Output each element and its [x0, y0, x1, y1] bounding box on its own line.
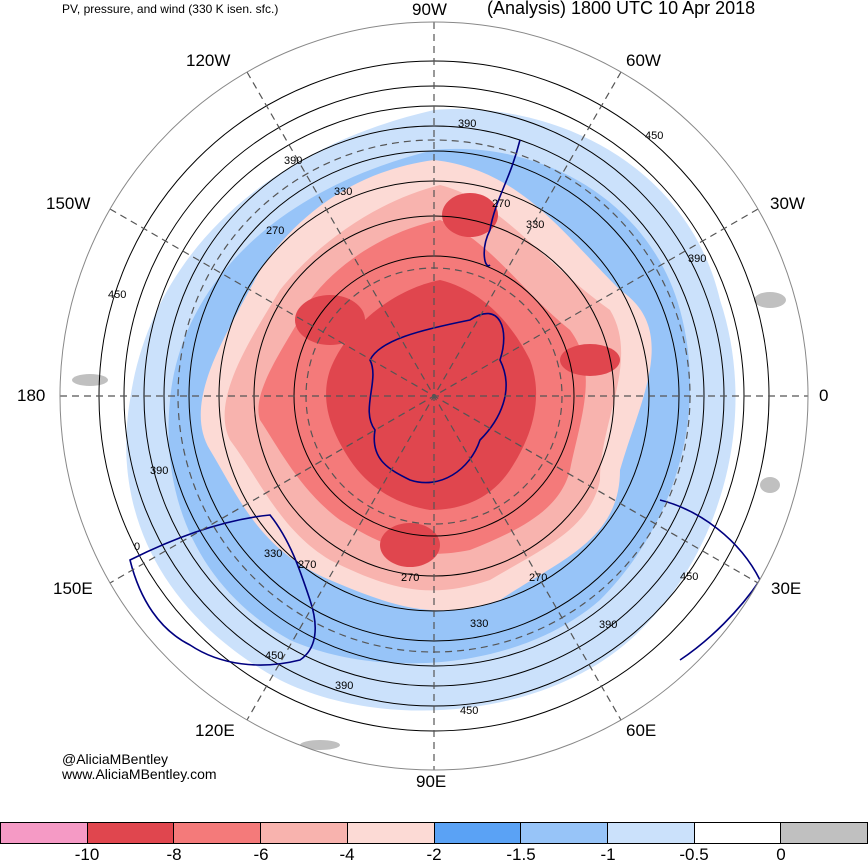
- contour-label: 390: [458, 118, 476, 130]
- pv-deep-red-west: [295, 295, 365, 345]
- pv-deep-red-east: [560, 344, 620, 376]
- contour-label: 270: [529, 572, 547, 584]
- lon-label-60w: 60W: [626, 51, 661, 70]
- contour-label: 450: [460, 705, 478, 717]
- map-valid-time: (Analysis) 1800 UTC 10 Apr 2018: [487, 0, 756, 18]
- meridian: [109, 208, 759, 584]
- pv-deep-red: [326, 280, 537, 510]
- colorbar-cell: [86, 822, 175, 844]
- lon-label-30w: 30W: [770, 194, 805, 213]
- colorbar-cell: [433, 822, 522, 844]
- lon-label-180: 180: [17, 386, 46, 405]
- colorbar-tick: -4: [339, 845, 355, 864]
- lon-label-120w: 120W: [186, 51, 231, 70]
- credit-handle: @AliciaMBentley: [62, 751, 169, 767]
- colorbar-cell: [606, 822, 695, 844]
- antarctica-coast: [368, 312, 507, 484]
- south-america-coast: [483, 139, 521, 267]
- lon-label-30e: 30E: [771, 579, 802, 598]
- isobar: [163, 125, 705, 667]
- colorbar-tick: -1: [600, 845, 616, 864]
- colorbar-cell: [173, 822, 262, 844]
- lon-label-150e: 150E: [53, 579, 93, 598]
- colorbar-tick: -8: [166, 845, 182, 864]
- colorbar-cell: [693, 822, 782, 844]
- pv-gray-patch: [72, 374, 108, 386]
- pv-gray-patch: [300, 740, 340, 750]
- lon-label-150w: 150W: [46, 194, 91, 213]
- credit-website: www.AliciaMBentley.com: [62, 766, 217, 782]
- contour-label: 330: [334, 186, 352, 198]
- contour-label: 450: [108, 289, 126, 301]
- contour-label: 450: [680, 571, 698, 583]
- australia-coast: [129, 514, 316, 666]
- colorbar-cell: [780, 822, 868, 844]
- map-border: [59, 21, 809, 771]
- pv-gray-patch: [760, 477, 780, 493]
- contour-label: 330: [526, 219, 544, 231]
- lon-label-60e: 60E: [626, 721, 657, 740]
- colorbar-cell: [346, 822, 435, 844]
- contour-label: 0: [134, 541, 140, 553]
- pv-colorbar: [0, 822, 868, 844]
- lon-label-120e: 120E: [195, 721, 235, 740]
- lon-label-0: 0: [819, 386, 829, 405]
- contour-label: 330: [470, 618, 488, 630]
- colorbar-cell: [0, 822, 88, 844]
- colorbar-tick: 0: [776, 845, 786, 864]
- contour-label: 270: [298, 559, 316, 571]
- pv-deep-red-south: [380, 523, 440, 567]
- lon-label-90w: 90W: [412, 0, 447, 19]
- contour-label: 390: [150, 465, 168, 477]
- contour-label: 270: [492, 198, 510, 210]
- colorbar-tick: -6: [253, 845, 269, 864]
- contour-label: 270: [266, 225, 284, 237]
- pv-deep-red-north: [442, 193, 498, 237]
- colorbar-tick: -1.5: [506, 845, 536, 864]
- contour-label: 390: [335, 680, 353, 692]
- map-title: PV, pressure, and wind (330 K isen. sfc.…: [62, 2, 279, 16]
- lon-label-90e: 90E: [416, 772, 447, 791]
- polar-map: 390 450 390 330 270 330 270 390 450 390 …: [59, 21, 809, 771]
- colorbar-tick: -0.5: [679, 845, 709, 864]
- contour-label: 390: [284, 155, 302, 167]
- pv-gray-patch: [754, 292, 786, 308]
- contour-label: 450: [645, 130, 663, 142]
- colorbar-tick: -10: [74, 845, 100, 864]
- contour-label: 330: [264, 548, 282, 560]
- colorbar-cell: [260, 822, 348, 844]
- colorbar-tick: -2: [426, 845, 442, 864]
- colorbar-cell: [520, 822, 608, 844]
- contour-label: 390: [599, 619, 617, 631]
- contour-label: 270: [401, 572, 419, 584]
- contour-label: 450: [265, 650, 283, 662]
- contour-label: 390: [688, 253, 706, 265]
